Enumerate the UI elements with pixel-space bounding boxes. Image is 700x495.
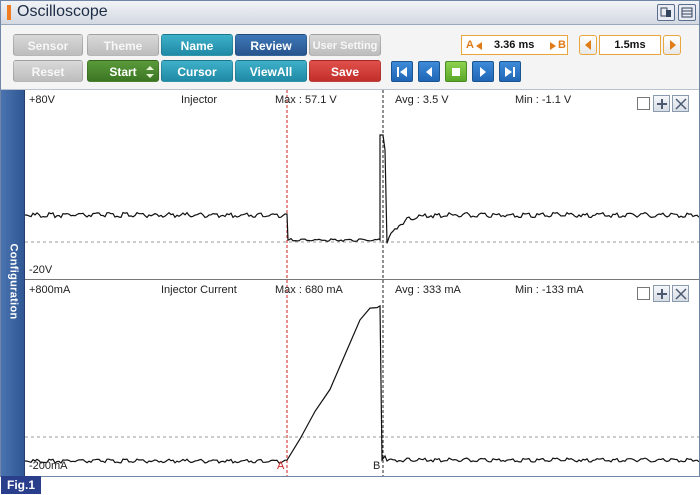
cursor-a-label: A: [277, 460, 285, 472]
user-setting-button[interactable]: User Setting: [309, 34, 381, 56]
current-channel-name: Injector Current: [161, 284, 237, 296]
step-forward-button[interactable]: [472, 61, 494, 82]
current-max: Max : 680 mA: [275, 284, 343, 296]
current-min: Min : -133 mA: [515, 284, 584, 296]
start-button[interactable]: Start: [87, 60, 159, 82]
viewall-button[interactable]: ViewAll: [235, 60, 307, 82]
right-triangle-icon: [670, 40, 676, 50]
cursor-button[interactable]: Cursor: [161, 60, 233, 82]
injector-close-button[interactable]: [672, 95, 689, 112]
cursor-delta-display: A 3.36 ms B: [461, 35, 568, 55]
injector-trace-plot: [25, 90, 699, 279]
configuration-sidebar[interactable]: Configuration: [1, 90, 25, 476]
right-arrow-icon: [550, 42, 556, 50]
skip-last-icon: [505, 67, 515, 77]
time-div-increase-button[interactable]: [663, 35, 681, 55]
review-button[interactable]: Review: [235, 34, 307, 56]
injector-top-scale: +80V: [29, 94, 55, 106]
injector-avg: Avg : 3.5 V: [395, 94, 449, 106]
go-first-button[interactable]: [391, 61, 413, 82]
injector-waveform: [25, 134, 699, 244]
stop-button[interactable]: [445, 61, 467, 82]
title-accent-bar: [7, 5, 11, 20]
current-avg: Avg : 333 mA: [395, 284, 461, 296]
cursor-a-marker: A: [466, 39, 474, 51]
stop-icon: [452, 68, 460, 76]
cursor-b-label: B: [373, 460, 381, 472]
reset-button[interactable]: Reset: [13, 60, 83, 82]
plus-icon: [657, 99, 667, 109]
close-icon: [675, 288, 687, 300]
oscilloscope-window: Oscilloscope Sensor Theme Name Review Us…: [0, 0, 700, 477]
theme-button[interactable]: Theme: [87, 34, 159, 56]
step-forward-icon: [480, 67, 486, 77]
cursor-b-marker: B: [558, 39, 566, 51]
step-back-button[interactable]: [418, 61, 440, 82]
cursor-delta-value: 3.36 ms: [494, 39, 535, 51]
skip-first-icon: [397, 67, 407, 77]
start-label: Start: [109, 65, 137, 79]
go-last-button[interactable]: [499, 61, 521, 82]
step-back-icon: [426, 67, 432, 77]
injector-current-waveform: [25, 304, 699, 464]
configuration-label: Configuration: [7, 243, 20, 320]
current-bottom-scale: -200mA: [29, 460, 68, 472]
time-div-value: 1.5ms: [599, 35, 661, 55]
name-button[interactable]: Name: [161, 34, 233, 56]
close-icon: [675, 98, 687, 110]
figure-label: Fig.1: [1, 476, 41, 494]
injector-min: Min : -1.1 V: [515, 94, 572, 106]
left-arrow-icon: [476, 42, 482, 50]
current-zoom-in-button[interactable]: [653, 285, 670, 302]
updown-arrow-icon: [146, 66, 154, 78]
injector-zoom-in-button[interactable]: [653, 95, 670, 112]
channel-panel-injector[interactable]: +80V -20V Injector Max : 57.1 V Avg : 3.…: [25, 90, 699, 280]
injector-bottom-scale: -20V: [29, 264, 53, 276]
injector-select-checkbox[interactable]: [637, 97, 650, 110]
current-close-button[interactable]: [672, 285, 689, 302]
channel-panel-injector-current[interactable]: +800mA -200mA Injector Current Max : 680…: [25, 280, 699, 476]
toolbar: Sensor Theme Name Review User Setting Re…: [1, 25, 699, 90]
injector-max: Max : 57.1 V: [275, 94, 337, 106]
left-triangle-icon: [585, 40, 591, 50]
save-button[interactable]: Save: [309, 60, 381, 82]
maximize-window-button[interactable]: [678, 4, 696, 21]
maximize-icon: [681, 7, 693, 18]
plus-icon: [657, 289, 667, 299]
restore-icon: [660, 7, 671, 17]
current-top-scale: +800mA: [29, 284, 71, 296]
window-title: Oscilloscope: [17, 3, 108, 20]
restore-window-button[interactable]: [657, 4, 675, 21]
injector-channel-name: Injector: [181, 94, 218, 106]
time-div-decrease-button[interactable]: [579, 35, 597, 55]
current-select-checkbox[interactable]: [637, 287, 650, 300]
sensor-button[interactable]: Sensor: [13, 34, 83, 56]
title-bar: Oscilloscope: [1, 1, 699, 25]
injector-current-trace-plot: [25, 280, 699, 476]
